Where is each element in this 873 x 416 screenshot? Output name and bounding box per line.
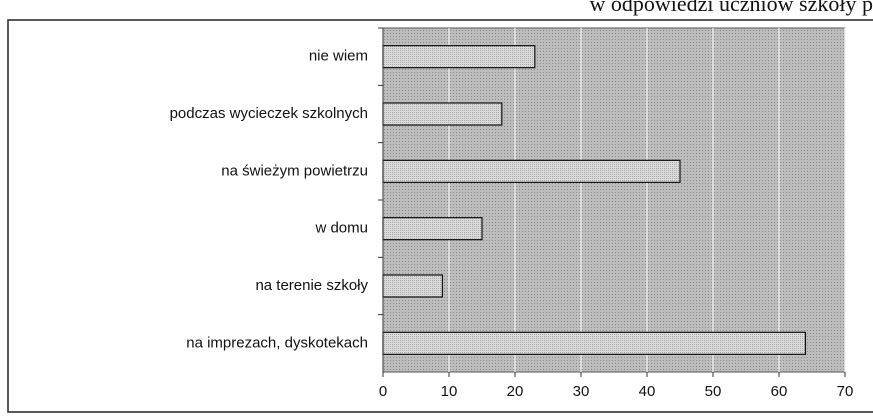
caption: w odpowiedzi uczniów szkoły p (590, 0, 873, 16)
bar (382, 45, 536, 69)
frame (7, 19, 873, 413)
x-tick-label: 60 (771, 383, 788, 400)
bar (382, 217, 483, 241)
x-tick-label: 30 (573, 383, 590, 400)
y-tick-label: na świeżym powietrzu (221, 162, 368, 179)
x-tick-label: 10 (441, 383, 458, 400)
x-tick-label: 40 (639, 383, 656, 400)
y-tick-label: podczas wycieczek szkolnych (170, 105, 368, 122)
x-tick-label: 20 (507, 383, 524, 400)
y-tick-label: w domu (314, 220, 368, 237)
x-tick-label: 70 (837, 383, 854, 400)
y-tick-label: na imprezach, dyskotekach (186, 334, 368, 351)
y-tick-label: nie wiem (309, 48, 368, 65)
x-tick-label: 0 (379, 383, 387, 400)
bar (382, 331, 806, 355)
y-tick-label: na terenie szkoły (255, 277, 368, 294)
bar (382, 274, 444, 298)
plot-area (382, 27, 846, 373)
bar (382, 102, 503, 126)
x-tick-label: 50 (705, 383, 722, 400)
bar (382, 159, 681, 183)
